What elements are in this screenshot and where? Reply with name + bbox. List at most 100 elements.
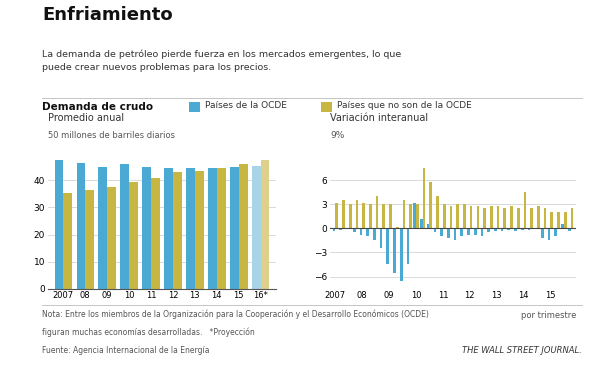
Bar xyxy=(434,228,436,232)
Bar xyxy=(239,164,248,289)
Bar xyxy=(121,164,129,289)
Text: Enfriamiento: Enfriamiento xyxy=(42,6,173,24)
Bar xyxy=(514,228,517,231)
Bar xyxy=(55,160,64,289)
Bar xyxy=(481,228,483,236)
Bar xyxy=(393,228,396,273)
Text: por trimestre: por trimestre xyxy=(521,311,576,320)
Bar xyxy=(85,190,94,289)
Bar xyxy=(561,224,564,228)
Bar xyxy=(142,167,151,289)
Bar xyxy=(423,168,425,228)
Bar xyxy=(186,168,195,289)
Bar xyxy=(346,228,349,229)
Bar xyxy=(380,228,382,248)
Text: Variación interanual: Variación interanual xyxy=(330,113,428,123)
Text: figuran muchas economías desarrolladas.   *Proyección: figuran muchas economías desarrolladas. … xyxy=(42,327,255,337)
Bar xyxy=(524,192,526,228)
Bar xyxy=(382,204,385,228)
Bar xyxy=(467,228,470,235)
Bar xyxy=(454,228,457,240)
Bar xyxy=(548,228,550,240)
Bar xyxy=(541,228,544,238)
Bar xyxy=(340,228,342,230)
Bar xyxy=(420,219,423,228)
Bar xyxy=(400,228,403,280)
Bar xyxy=(353,228,356,232)
Bar xyxy=(564,212,566,228)
Bar xyxy=(457,204,459,228)
Bar xyxy=(151,178,160,289)
Bar xyxy=(373,228,376,240)
Bar xyxy=(517,208,520,228)
Bar xyxy=(403,200,405,228)
Bar xyxy=(521,228,524,230)
Bar xyxy=(366,228,369,236)
Bar xyxy=(554,228,557,236)
Bar xyxy=(407,228,409,265)
Text: La demanda de petróleo pierde fuerza en los mercados emergentes, lo que
puede cr: La demanda de petróleo pierde fuerza en … xyxy=(42,50,401,72)
Bar xyxy=(557,212,560,228)
Bar xyxy=(217,168,226,289)
Bar xyxy=(173,172,182,289)
Bar xyxy=(332,228,335,231)
Bar xyxy=(483,208,486,228)
Bar xyxy=(77,163,85,289)
Bar xyxy=(260,160,269,289)
Bar xyxy=(443,204,446,228)
Text: Países de la OCDE: Países de la OCDE xyxy=(205,101,286,110)
Bar xyxy=(490,206,493,228)
Bar xyxy=(427,224,430,228)
Bar xyxy=(508,228,510,230)
Bar xyxy=(195,171,203,289)
Text: 50 millones de barriles diarios: 50 millones de barriles diarios xyxy=(48,131,175,139)
Bar xyxy=(356,200,358,228)
Bar xyxy=(487,228,490,232)
Bar xyxy=(396,227,398,228)
Bar xyxy=(369,204,371,228)
Bar xyxy=(503,208,506,228)
Text: Nota: Entre los miembros de la Organización para la Cooperación y el Desarrollo : Nota: Entre los miembros de la Organizac… xyxy=(42,310,429,319)
Bar xyxy=(386,228,389,265)
Bar xyxy=(416,204,419,228)
Bar xyxy=(436,196,439,228)
Bar xyxy=(359,228,362,235)
Bar xyxy=(107,187,116,289)
Bar xyxy=(362,203,365,228)
Bar xyxy=(544,208,547,228)
Bar xyxy=(530,208,533,228)
Bar xyxy=(208,168,217,289)
Bar xyxy=(98,167,107,289)
Bar xyxy=(527,228,530,230)
Bar xyxy=(463,204,466,228)
Bar xyxy=(349,204,352,228)
Bar xyxy=(129,182,138,289)
Bar xyxy=(447,228,449,238)
Bar xyxy=(497,206,499,228)
Bar xyxy=(474,228,476,235)
Bar xyxy=(510,206,513,228)
Text: Demanda de crudo: Demanda de crudo xyxy=(42,102,153,112)
Bar xyxy=(230,167,239,289)
Text: Promedio anual: Promedio anual xyxy=(48,113,124,123)
Bar xyxy=(440,228,443,236)
Bar xyxy=(449,206,452,228)
Bar xyxy=(252,165,260,289)
Bar xyxy=(335,203,338,228)
Text: Países que no son de la OCDE: Países que no son de la OCDE xyxy=(337,101,472,110)
Bar xyxy=(537,206,540,228)
Bar xyxy=(470,206,472,228)
Text: THE WALL STREET JOURNAL.: THE WALL STREET JOURNAL. xyxy=(462,346,582,355)
Bar xyxy=(501,228,503,231)
Text: 9%: 9% xyxy=(330,131,344,139)
Bar xyxy=(494,228,497,231)
Bar xyxy=(550,212,553,228)
Bar xyxy=(535,228,537,229)
Bar xyxy=(476,206,479,228)
Bar xyxy=(389,204,392,228)
Bar xyxy=(376,196,379,228)
Bar xyxy=(568,228,571,231)
Text: Fuente: Agencia Internacional de la Energía: Fuente: Agencia Internacional de la Ener… xyxy=(42,346,209,355)
Bar xyxy=(571,208,574,228)
Bar xyxy=(409,204,412,228)
